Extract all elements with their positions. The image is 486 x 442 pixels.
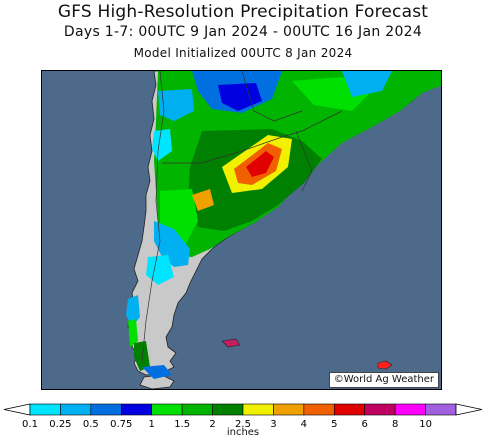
legend-tick-label: 0.25 [49, 419, 71, 430]
legend-swatch [212, 403, 244, 416]
legend-tick-label: 1.5 [174, 419, 190, 430]
map-canvas: ©World Ag Weather [42, 71, 441, 389]
legend-swatch [181, 403, 213, 416]
legend-arrow-left [3, 403, 31, 416]
legend-swatch [394, 403, 426, 416]
legend-swatch [333, 403, 366, 416]
legend-tick-label: 0.5 [83, 419, 99, 430]
legend-tick-label: 0.1 [22, 419, 38, 430]
legend-units: inches [226, 427, 260, 438]
legend-tick-label: 8 [392, 419, 398, 430]
legend-swatch [120, 403, 153, 416]
legend-swatch [90, 403, 122, 416]
map-title: GFS High-Resolution Precipitation Foreca… [57, 2, 429, 22]
precip-layer [126, 71, 441, 379]
legend-tick-label: 6 [362, 419, 368, 430]
legend-arrow-right [455, 403, 483, 416]
legend-swatch [425, 403, 457, 416]
legend-swatch [303, 403, 335, 416]
legend-tick-label: 4 [301, 419, 307, 430]
falkland-islands [377, 360, 393, 370]
legend-swatch [364, 403, 396, 416]
legend-swatch [60, 403, 92, 416]
model-init: Model Initialized 00UTC 8 Jan 2024 [133, 46, 353, 60]
legend-tick-label: 2 [209, 419, 215, 430]
title-block: GFS High-Resolution Precipitation Foreca… [0, 2, 486, 41]
legend-swatch [273, 403, 305, 416]
island-small [221, 338, 241, 348]
borders [141, 71, 343, 362]
legend-tick-label: 10 [419, 419, 432, 430]
precipitation-map: ©World Ag Weather [41, 70, 442, 390]
legend-swatch [151, 403, 183, 416]
legend-tick-label: 5 [331, 419, 337, 430]
legend-tick-label: 0.75 [110, 419, 132, 430]
color-legend: 0.1 0.25 0.5 0.75 1 1.5 2 2.5 3 4 5 6 8 10 [0, 400, 486, 442]
legend-tick-label: 3 [270, 419, 276, 430]
legend-bar: 0.1 0.25 0.5 0.75 1 1.5 2 2.5 3 4 5 6 8 10 [3, 403, 483, 430]
credit-label: ©World Ag Weather [328, 372, 439, 388]
legend-tick-label: 1 [149, 419, 155, 430]
forecast-period: Days 1-7: 00UTC 9 Jan 2024 - 00UTC 16 Ja… [63, 24, 423, 40]
legend-swatch [242, 403, 274, 416]
legend-tick-label: 2.5 [235, 419, 251, 430]
legend-swatch [29, 403, 61, 416]
